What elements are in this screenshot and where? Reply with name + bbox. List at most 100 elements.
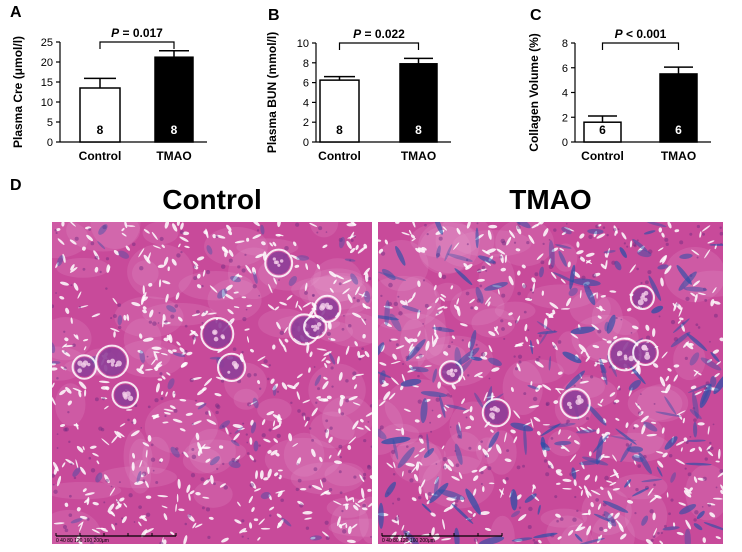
tubule-lumen	[473, 475, 479, 482]
tubule-lumen	[234, 455, 241, 462]
tubule-lumen	[659, 376, 666, 387]
nucleus	[548, 239, 551, 241]
fibrosis-streak	[438, 489, 466, 500]
tubule-lumen	[676, 303, 682, 310]
fibrosis-streak	[234, 426, 244, 434]
tubule-lumen	[94, 266, 99, 273]
tissue-patch	[612, 474, 668, 500]
nucleus	[173, 408, 178, 413]
nucleus	[398, 311, 403, 316]
tubule-lumen	[251, 266, 257, 275]
fibrosis-streak	[197, 403, 207, 410]
tubule-lumen	[186, 351, 193, 356]
nucleus	[451, 341, 454, 344]
nucleus	[74, 236, 79, 241]
tubule-lumen	[720, 484, 723, 493]
tubule-lumen	[689, 448, 696, 453]
tubule-lumen	[431, 335, 434, 346]
nucleus	[256, 229, 260, 232]
nucleus	[339, 455, 342, 459]
nucleus	[187, 514, 192, 518]
tubule-lumen	[541, 290, 545, 296]
nucleus	[56, 376, 59, 380]
nucleus	[222, 462, 225, 466]
tubule-lumen	[244, 328, 250, 331]
nucleus	[585, 416, 590, 421]
nucleus	[345, 398, 350, 403]
nucleus	[516, 225, 521, 230]
tubule-lumen	[209, 285, 218, 293]
nucleus	[719, 469, 723, 473]
tubule-lumen	[253, 518, 259, 522]
tubule-lumen	[567, 261, 571, 268]
tubule-lumen	[253, 488, 261, 492]
nucleus	[694, 510, 699, 515]
tubule-lumen	[658, 227, 663, 233]
tubule-lumen	[233, 433, 240, 441]
y-tick-label: 0	[47, 137, 53, 149]
glomerulus	[635, 342, 656, 364]
tubule-lumen	[329, 287, 334, 293]
tubule-lumen	[126, 225, 136, 227]
tubule-lumen	[163, 513, 168, 521]
tubule-lumen	[204, 378, 213, 387]
nucleus	[69, 494, 72, 498]
tubule-lumen	[419, 447, 426, 453]
tubule-lumen	[675, 440, 685, 446]
tubule-lumen	[316, 348, 327, 351]
tubule-lumen	[255, 470, 258, 480]
tubule-lumen	[163, 408, 174, 412]
tubule-lumen	[478, 465, 487, 472]
tubule-lumen	[487, 446, 492, 453]
tubule-lumen	[513, 436, 518, 444]
nucleus	[345, 379, 349, 383]
tubule-lumen	[155, 361, 163, 367]
glomerulus-capsule	[313, 294, 342, 323]
tubule-lumen	[597, 427, 600, 434]
tissue-patch	[410, 222, 481, 258]
nucleus	[393, 301, 399, 307]
tubule-lumen	[232, 424, 244, 429]
tubule-lumen	[557, 536, 562, 540]
tubule-lumen	[379, 362, 387, 366]
category-label: TMAO	[156, 149, 191, 163]
tubule-lumen	[395, 222, 400, 224]
tubule-lumen	[59, 281, 69, 286]
fibrosis-streak	[510, 422, 534, 432]
nucleus	[476, 298, 481, 303]
fibrosis-streak	[614, 260, 622, 271]
tubule-lumen	[536, 339, 540, 345]
tubule-lumen	[245, 264, 252, 274]
category-label: Control	[581, 149, 624, 163]
nucleus	[203, 310, 207, 314]
nucleus	[295, 222, 300, 227]
tubule-lumen	[294, 264, 300, 268]
tubule-lumen	[472, 513, 476, 517]
tubule-lumen	[322, 244, 328, 249]
fibrosis-streak	[420, 398, 428, 424]
tubule-lumen	[347, 444, 352, 450]
fibrosis-streak	[615, 428, 637, 445]
fibrosis-streak	[655, 411, 682, 417]
nucleus	[473, 538, 478, 542]
tubule-lumen	[598, 359, 608, 363]
tubule-lumen	[345, 495, 348, 502]
nucleus	[242, 317, 247, 322]
tissue-patch	[233, 388, 259, 410]
nucleus	[417, 399, 422, 404]
tubule-lumen	[647, 487, 654, 496]
tubule-lumen	[203, 478, 211, 486]
nucleus	[485, 269, 488, 272]
fibrosis-streak	[230, 439, 240, 447]
fibrosis-streak	[378, 371, 391, 379]
tubule-lumen	[187, 514, 195, 522]
tubule-lumen	[435, 310, 443, 316]
tubule-lumen	[355, 244, 359, 251]
fibrosis-streak	[456, 424, 463, 439]
tubule-lumen	[456, 227, 461, 235]
p-value-label: P = 0.017	[111, 26, 163, 40]
tubule-lumen	[471, 469, 478, 473]
tubule-lumen	[645, 324, 650, 331]
tubule-lumen	[592, 344, 600, 349]
y-tick-label: 25	[41, 37, 53, 49]
